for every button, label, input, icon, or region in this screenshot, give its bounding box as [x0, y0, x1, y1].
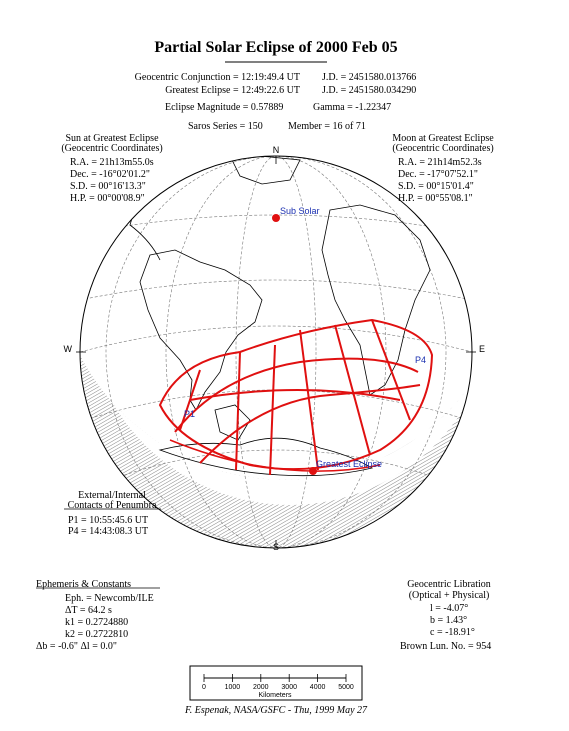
scale-tick-label: 1000 [225, 684, 241, 691]
p1-label: P1 [184, 409, 195, 419]
ephemeris-row: ΔT = 64.2 s [65, 605, 112, 616]
globe [80, 156, 472, 548]
coord-row: S.D. = 00°15'01.4" [398, 181, 474, 192]
coord-row: H.P. = 00°55'08.1" [398, 193, 473, 204]
libration-title: Geocentric Libration [407, 579, 491, 590]
ephemeris-row: Eph. = Newcomb/ILE [65, 593, 154, 604]
north-label: N [273, 145, 280, 155]
markers [272, 214, 317, 475]
block-title: Sun at Greatest Eclipse [65, 133, 159, 144]
libration-row: c = -18.91° [430, 627, 475, 638]
title: Partial Solar Eclipse of 2000 Feb 05 [154, 39, 397, 56]
greatest-eclipse-marker [309, 467, 317, 475]
conjunction: Geocentric Conjunction = 12:19:49.4 UT [135, 72, 300, 83]
ephemeris-row: k2 = 0.2722810 [65, 629, 128, 640]
libration-subtitle: (Optical + Physical) [409, 590, 490, 601]
globe-disc [80, 156, 472, 548]
contacts-title: External/Internal [78, 490, 146, 501]
footer: F. Espenak, NASA/GSFC - Thu, 1999 May 27 [184, 705, 368, 716]
scale-tick-label: 5000 [338, 684, 354, 691]
ephemeris-row: k1 = 0.2724880 [65, 617, 128, 628]
conjunction-jd: J.D. = 2451580.013766 [322, 72, 416, 83]
scale-tick-label: 4000 [310, 684, 326, 691]
coord-row: R.A. = 21h14m52.3s [398, 157, 482, 168]
south-label: S [273, 542, 279, 552]
scale-tick-label: 0 [202, 684, 206, 691]
compass-ticks [76, 156, 476, 548]
coord-row: S.D. = 00°16'13.3" [70, 181, 146, 192]
ephemeris-row: Δb = -0.6" Δl = 0.0" [36, 641, 117, 652]
ephemeris-title: Ephemeris & Constants [36, 579, 131, 590]
brown-lunation: Brown Lun. No. = 954 [400, 641, 491, 652]
contacts-subtitle: Contacts of Penumbra [68, 500, 157, 511]
coord-row: H.P. = 00°00'08.9" [70, 193, 145, 204]
block-subtitle: (Geocentric Coordinates) [61, 143, 162, 154]
p4-label: P4 [415, 355, 426, 365]
sub-solar-label: Sub Solar [280, 206, 320, 216]
gamma: Gamma = -1.22347 [313, 102, 391, 113]
sub-solar-marker [272, 214, 280, 222]
coord-row: R.A. = 21h13m55.0s [70, 157, 154, 168]
scale-tick-label: 3000 [281, 684, 297, 691]
coord-row: Dec. = -16°02'01.2" [70, 169, 150, 180]
saros: Saros Series = 150 [188, 121, 263, 132]
west-label: W [64, 344, 73, 354]
libration-row: l = -4.07° [430, 603, 468, 614]
libration-row: b = 1.43° [430, 615, 467, 626]
magnitude: Eclipse Magnitude = 0.57889 [165, 102, 283, 113]
greatest-jd: J.D. = 2451580.034290 [322, 85, 416, 96]
scale-tick-label: 2000 [253, 684, 269, 691]
block-subtitle: (Geocentric Coordinates) [392, 143, 493, 154]
member: Member = 16 of 71 [288, 121, 366, 132]
east-label: E [479, 344, 485, 354]
scale-box [189, 665, 363, 701]
coord-row: Dec. = -17°07'52.1" [398, 169, 478, 180]
scale-unit: Kilometers [258, 692, 292, 699]
contact-row: P4 = 14:43:08.3 UT [68, 526, 148, 537]
block-title: Moon at Greatest Eclipse [392, 133, 494, 144]
greatest-eclipse: Greatest Eclipse = 12:49:22.6 UT [165, 85, 300, 96]
greatest-eclipse-label: Greatest Eclipse [316, 459, 382, 469]
eclipse-limit [169, 439, 381, 472]
contact-row: P1 = 10:55:45.6 UT [68, 515, 148, 526]
